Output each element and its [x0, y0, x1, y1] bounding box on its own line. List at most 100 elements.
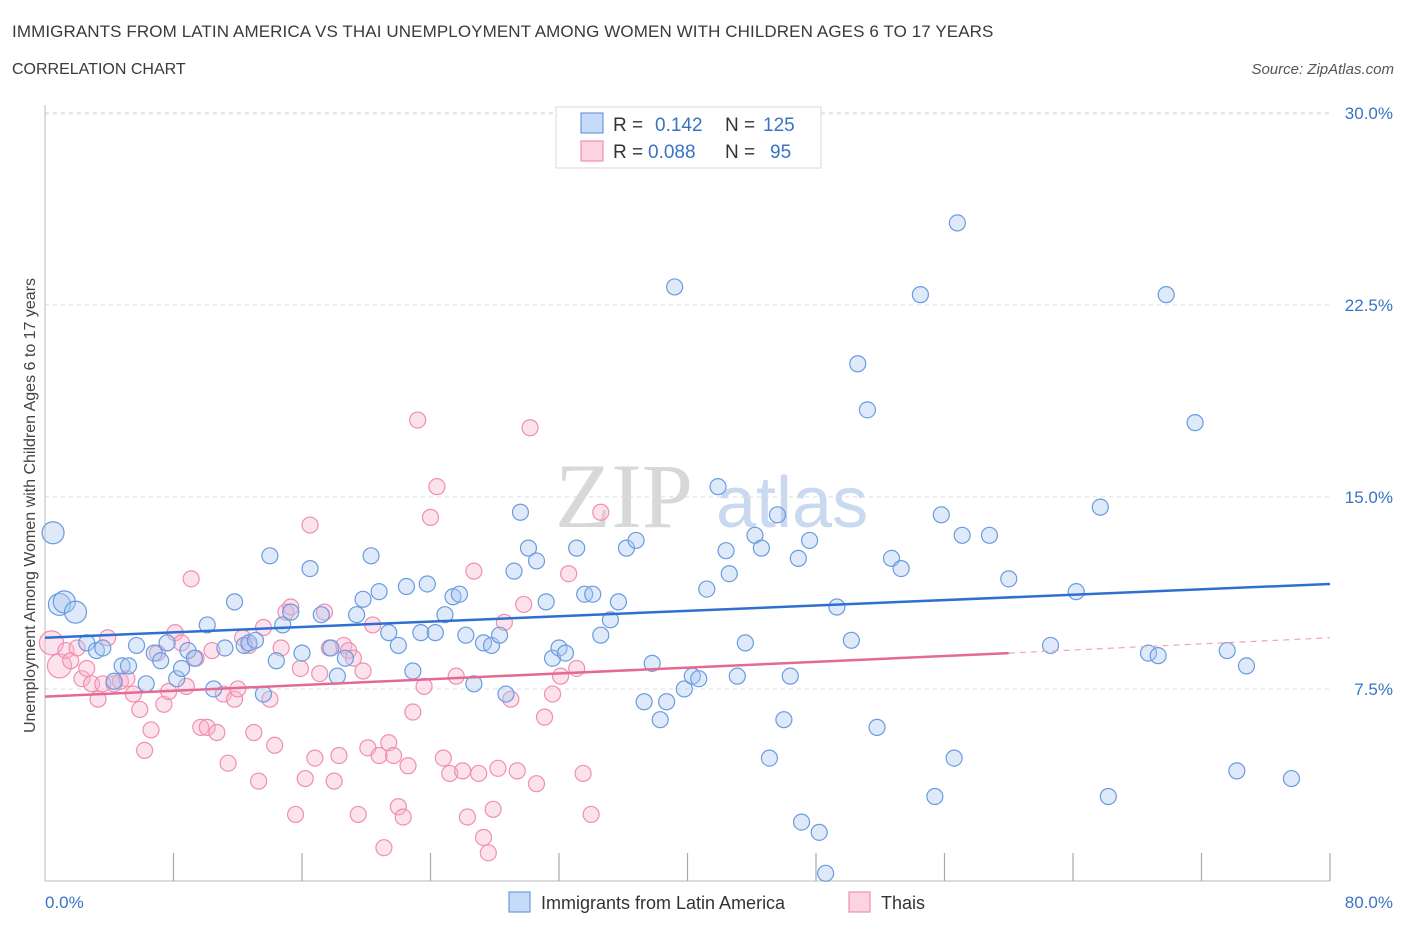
series-legend: Immigrants from Latin America Thais	[508, 891, 925, 913]
legend-n-label-2: N =	[725, 142, 755, 163]
latin-america-point-110	[953, 526, 971, 544]
latin-america-point-62	[543, 649, 562, 667]
y-axis-title: Unemployment Among Women with Children A…	[22, 278, 39, 733]
latin-america-point-61	[537, 593, 555, 611]
thais-point-73	[434, 749, 452, 767]
latin-america-point-52	[465, 675, 483, 693]
chart-title: IMMIGRANTS FROM LATIN AMERICA VS THAI UN…	[12, 22, 994, 41]
latin-america-point-86	[736, 634, 754, 652]
latin-america-point-15	[168, 670, 186, 688]
latin-america-point-104	[892, 559, 910, 578]
latin-america-point-123	[1237, 657, 1256, 675]
legend-swatch-blue	[580, 112, 604, 134]
source-credit: Source: ZipAtlas.com	[1251, 61, 1394, 78]
trend-lines	[44, 582, 1331, 698]
latin-america-point-67	[584, 585, 602, 603]
latin-america-point-45	[412, 624, 430, 642]
legend-r-value-1: 0.142	[655, 115, 703, 136]
thais-point-27	[198, 718, 216, 736]
latin-america-point-114	[1067, 583, 1085, 601]
thais-point-17	[142, 721, 160, 739]
thais-point-16	[135, 741, 154, 760]
thais-point-31	[219, 754, 237, 772]
latin-america-point-57	[505, 562, 523, 580]
latin-america-point-82	[709, 478, 727, 496]
thais-point-85	[502, 690, 520, 708]
watermark: ZIP atlas	[555, 445, 868, 547]
latin-america-point-10	[127, 636, 146, 655]
thais-point-28	[203, 641, 221, 660]
latin-america-point-51	[457, 626, 475, 644]
thais-point-37	[250, 772, 268, 790]
latin-america-point-8	[113, 657, 131, 675]
latin-america-point-22	[225, 593, 244, 611]
latin-america-point-109	[948, 214, 966, 232]
thais-point-90	[535, 708, 554, 726]
latin-america-point-30	[282, 603, 300, 621]
thais-point-79	[470, 764, 488, 783]
latin-america-point-76	[658, 693, 676, 711]
latin-america-point-112	[1000, 570, 1018, 588]
thais-point-83	[489, 759, 507, 777]
thais-point-95	[574, 764, 592, 783]
latin-america-point-55	[490, 626, 509, 644]
latin-america-point-13	[152, 652, 170, 670]
thais-point-46	[296, 769, 314, 788]
latin-america-point-40	[370, 583, 388, 601]
thais-point-76	[454, 762, 472, 780]
thais-point-50	[315, 603, 334, 621]
latin-america-point-74	[643, 654, 661, 672]
thais-point-64	[384, 746, 403, 765]
latin-america-point-113	[1041, 636, 1060, 655]
latin-america-point-3	[63, 600, 88, 624]
latin-america-point-119	[1157, 286, 1175, 304]
latin-america-point-68	[592, 626, 610, 644]
latin-america-point-105	[911, 286, 930, 304]
latin-america-point-89	[760, 749, 779, 767]
latin-america-point-16	[172, 659, 191, 678]
latin-america-point-121	[1218, 641, 1236, 660]
thais-point-1	[46, 653, 73, 679]
latin-america-point-96	[810, 823, 828, 841]
thais-point-42	[277, 603, 295, 621]
thais-point-68	[404, 703, 422, 721]
thais-point-45	[291, 659, 309, 678]
legend-swatch-thais	[848, 891, 871, 913]
thais-point-32	[225, 690, 244, 708]
legend-n-value-1: 125	[763, 115, 795, 136]
latin-america-point-27	[261, 547, 279, 565]
latin-america-point-107	[932, 506, 950, 524]
legend-swatch-pink	[580, 140, 604, 162]
thais-point-77	[458, 808, 477, 826]
thais-point-4	[68, 639, 86, 657]
latin-america-point-46	[418, 575, 436, 593]
latin-america-point-85	[728, 667, 746, 685]
latin-america-point-77	[666, 278, 684, 296]
legend-swatch-latin-america	[508, 891, 531, 913]
latin-america-point-48	[436, 606, 454, 624]
latin-america-point-84	[720, 565, 738, 583]
latin-america-point-11	[137, 675, 155, 693]
thais-point-63	[380, 734, 398, 752]
latin-america-point-23	[235, 636, 253, 655]
latin-america-point-18	[185, 649, 203, 667]
thais-point-53	[330, 746, 348, 765]
thais-point-80	[474, 828, 493, 847]
latin-america-point-116	[1099, 787, 1117, 806]
legend-label-thais: Thais	[881, 893, 925, 913]
latin-america-point-58	[511, 503, 530, 521]
latin-america-point-70	[609, 593, 628, 611]
latin-america-point-25	[246, 631, 265, 649]
latin-america-point-92	[781, 667, 799, 685]
latin-america-point-80	[690, 670, 708, 688]
thais-point-93	[560, 565, 578, 583]
y-tick-label-2: 22.5%	[1345, 296, 1393, 315]
latin-america-point-32	[301, 559, 319, 578]
latin-america-point-101	[858, 401, 877, 419]
latin-america-point-122	[1228, 762, 1246, 780]
thais-point-5	[73, 670, 91, 688]
x-tick-label-min: 0.0%	[45, 893, 84, 912]
thais-point-82	[484, 800, 502, 818]
thais-point-67	[399, 757, 417, 775]
